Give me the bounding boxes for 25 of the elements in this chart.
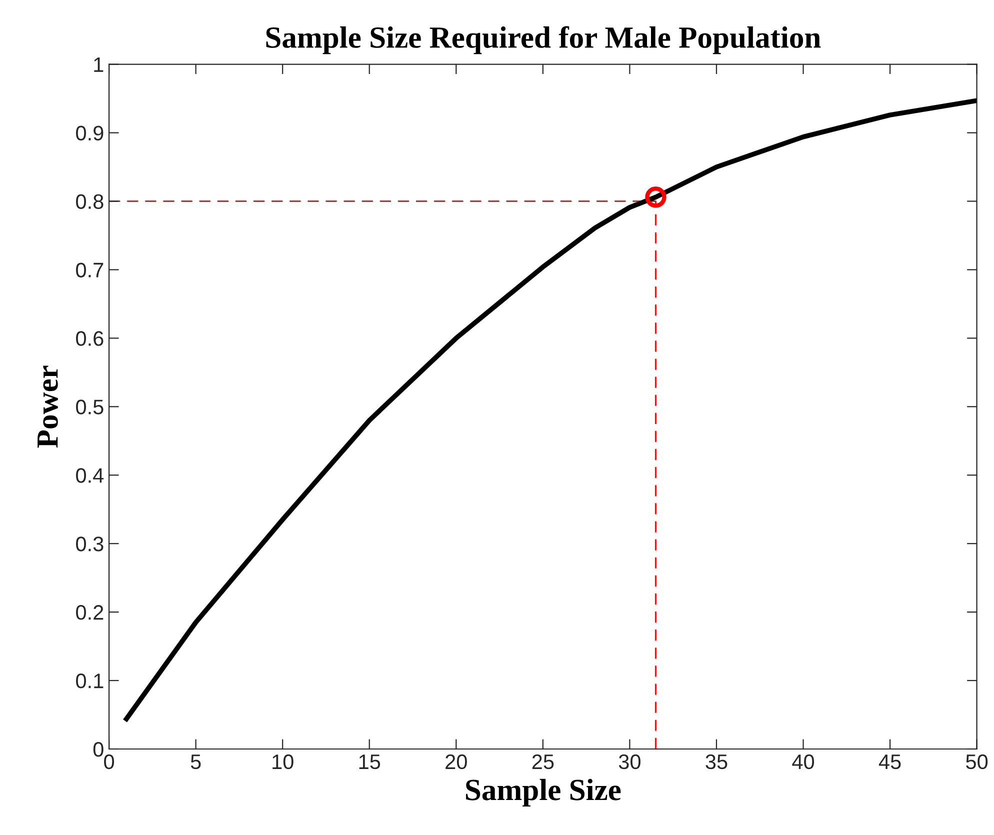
chart-title: Sample Size Required for Male Population xyxy=(266,26,821,54)
x-tick-label: 45 xyxy=(878,754,901,770)
y-tick-label: 1 xyxy=(94,58,104,72)
y-tick-label: 0 xyxy=(93,742,104,757)
y-tick-label: 0.6 xyxy=(76,331,104,346)
y-axis-title: Power xyxy=(38,366,58,448)
y-tick-label: 0.9 xyxy=(76,126,104,141)
x-axis-title: Sample Size xyxy=(466,778,621,807)
x-tick-label: 40 xyxy=(792,754,814,770)
y-tick-label: 0.7 xyxy=(76,262,104,278)
y-tick-label: 0.3 xyxy=(76,536,104,552)
x-tick-label: 0 xyxy=(104,754,114,770)
x-tick-label: 20 xyxy=(446,754,467,770)
x-tick-label: 15 xyxy=(359,754,380,770)
x-tick-label: 50 xyxy=(966,754,988,770)
y-tick-label: 0.5 xyxy=(76,400,104,414)
y-tick-label: 0.1 xyxy=(76,674,104,688)
x-tick-label: 5 xyxy=(190,754,201,770)
y-tick-label: 0.8 xyxy=(76,194,104,209)
x-tick-label: 30 xyxy=(618,754,640,770)
y-tick-label: 0.2 xyxy=(76,605,104,620)
x-tick-label: 10 xyxy=(272,754,294,770)
y-tick-label: 0.4 xyxy=(76,468,104,483)
x-tick-label: 35 xyxy=(706,754,728,770)
x-tick-label: 25 xyxy=(532,754,554,770)
